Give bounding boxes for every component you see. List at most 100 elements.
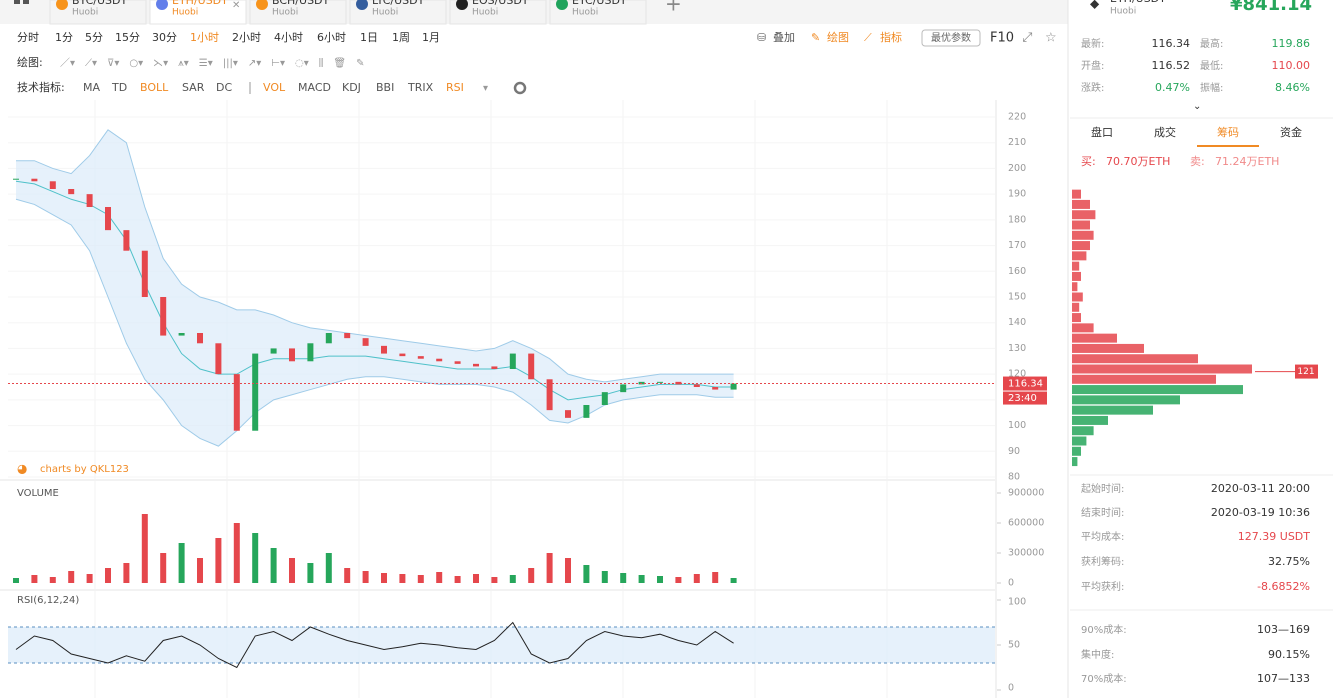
indicator[interactable]: DC: [216, 81, 232, 94]
f10[interactable]: F10: [990, 31, 1014, 46]
chip-bar: [1072, 313, 1081, 323]
candle: [86, 194, 93, 207]
tab-exchange: Huobi: [472, 8, 498, 18]
indicator[interactable]: KDJ: [342, 81, 361, 94]
tab-symbol: ETH/USDT: [172, 0, 228, 7]
timeframe[interactable]: 30分: [152, 31, 177, 44]
timeframe[interactable]: 1日: [360, 31, 378, 44]
summary-label: 起始时间:: [1081, 482, 1124, 495]
stat-value: 8.46%: [1275, 81, 1310, 94]
indicator[interactable]: MA: [83, 81, 100, 94]
stat-value: 0.47%: [1155, 81, 1190, 94]
summary-value: 2020-03-19 10:36: [1211, 506, 1310, 519]
pane-title: VOLUME: [17, 488, 59, 499]
tab[interactable]: [549, 0, 647, 25]
chip-bar: [1072, 241, 1090, 251]
timeframe[interactable]: 5分: [85, 31, 103, 44]
volume-bar: [178, 543, 185, 583]
candle: [583, 405, 590, 418]
volume-bar: [31, 575, 38, 583]
tab-exchange: Huobi: [172, 8, 198, 18]
y-tick-label: 150: [1008, 292, 1026, 303]
volume-bar: [399, 574, 406, 583]
add-tab[interactable]: +: [665, 0, 682, 16]
chip-bar: [1072, 446, 1081, 456]
chip-marker-label: 121: [1297, 367, 1314, 377]
indicator[interactable]: RSI: [446, 81, 464, 94]
candle: [454, 361, 461, 364]
chip-bar: [1072, 385, 1243, 395]
timeframe[interactable]: 分时: [17, 31, 39, 44]
volume-bar: [436, 572, 443, 583]
y-tick-label: 160: [1008, 266, 1026, 277]
chip-bar: [1072, 271, 1081, 281]
fullscreen-icon[interactable]: ⤢: [1022, 31, 1032, 46]
volume-bar: [49, 577, 56, 583]
timeframe[interactable]: 1分: [55, 31, 73, 44]
indicator[interactable]: MACD: [298, 81, 331, 94]
candle: [344, 333, 351, 339]
action[interactable]: 指标: [880, 30, 902, 44]
volume-bar: [417, 575, 424, 583]
volume-bar: [86, 574, 93, 583]
volume-bar: [565, 558, 571, 583]
settings-icon[interactable]: [513, 81, 527, 95]
stat-value: 110.00: [1272, 59, 1311, 72]
timeframe[interactable]: 1周: [392, 31, 410, 44]
panel-tab[interactable]: 盘口: [1091, 125, 1113, 139]
indicator[interactable]: TD: [111, 81, 127, 94]
indicator[interactable]: BBI: [376, 81, 394, 94]
buy-value: 70.70万ETH: [1106, 155, 1170, 168]
volume-bar: [325, 553, 332, 583]
menu-icon: [23, 0, 29, 4]
y-tick-label: 100: [1008, 597, 1026, 608]
y-tick-label: 200: [1008, 163, 1026, 174]
button[interactable]: [921, 29, 981, 47]
candle: [436, 358, 443, 362]
timeframe[interactable]: 1小时: [190, 31, 219, 44]
panel-tab[interactable]: 筹码: [1217, 125, 1239, 139]
chip-marker-box: [1295, 364, 1318, 379]
chip-bar: [1072, 354, 1198, 364]
tab-close[interactable]: ✕: [232, 0, 240, 11]
candle: [491, 366, 498, 369]
candle: [362, 338, 369, 346]
expand-arrow[interactable]: ⌄: [1193, 101, 1201, 112]
tab[interactable]: [49, 0, 147, 25]
timeframe[interactable]: 15分: [115, 31, 140, 44]
volume-bar: [712, 572, 719, 583]
action[interactable]: 叠加: [773, 31, 795, 44]
candle: [13, 178, 19, 180]
tab-exchange: Huobi: [72, 8, 98, 18]
timeframe[interactable]: 6小时: [317, 31, 346, 44]
indicator[interactable]: SAR: [182, 81, 205, 94]
summary-value: 2020-03-11 20:00: [1211, 482, 1310, 495]
indicator[interactable]: TRIX: [407, 81, 434, 94]
candle: [68, 189, 75, 195]
coin-icon: [256, 0, 268, 10]
summary-value: 127.39 USDT: [1238, 530, 1310, 543]
candle: [417, 356, 424, 359]
candle: [712, 387, 719, 390]
candle: [49, 181, 56, 189]
candle: [178, 333, 185, 336]
timeframe[interactable]: 4小时: [274, 31, 303, 44]
timeframe[interactable]: 2小时: [232, 31, 261, 44]
chip-bar: [1072, 343, 1144, 353]
indicator[interactable]: VOL: [263, 81, 286, 94]
y-tick-label: 300000: [1008, 548, 1044, 559]
tool[interactable]: ／▾ ⟋▾ ⊽▾ ○▾ ⋋▾ ⩚▾ ☰▾ |||▾ ↗▾ ⊢▾ ◌▾ ⫼ 🗑 ✎: [60, 57, 364, 69]
favorite-icon[interactable]: ☆: [1045, 31, 1057, 46]
timeframe[interactable]: 1月: [422, 31, 440, 44]
dropdown-arrow[interactable]: ▾: [483, 83, 488, 94]
tab-symbol: BTC/USDT: [72, 0, 128, 7]
chip-bar: [1072, 282, 1078, 292]
action[interactable]: 绘图: [827, 30, 849, 44]
y-tick-label: 900000: [1008, 488, 1044, 499]
panel-tab[interactable]: 资金: [1280, 125, 1302, 139]
candle: [528, 353, 535, 380]
indicator[interactable]: BOLL: [140, 81, 169, 94]
panel-tab[interactable]: 成交: [1154, 125, 1176, 139]
candle: [546, 379, 553, 411]
